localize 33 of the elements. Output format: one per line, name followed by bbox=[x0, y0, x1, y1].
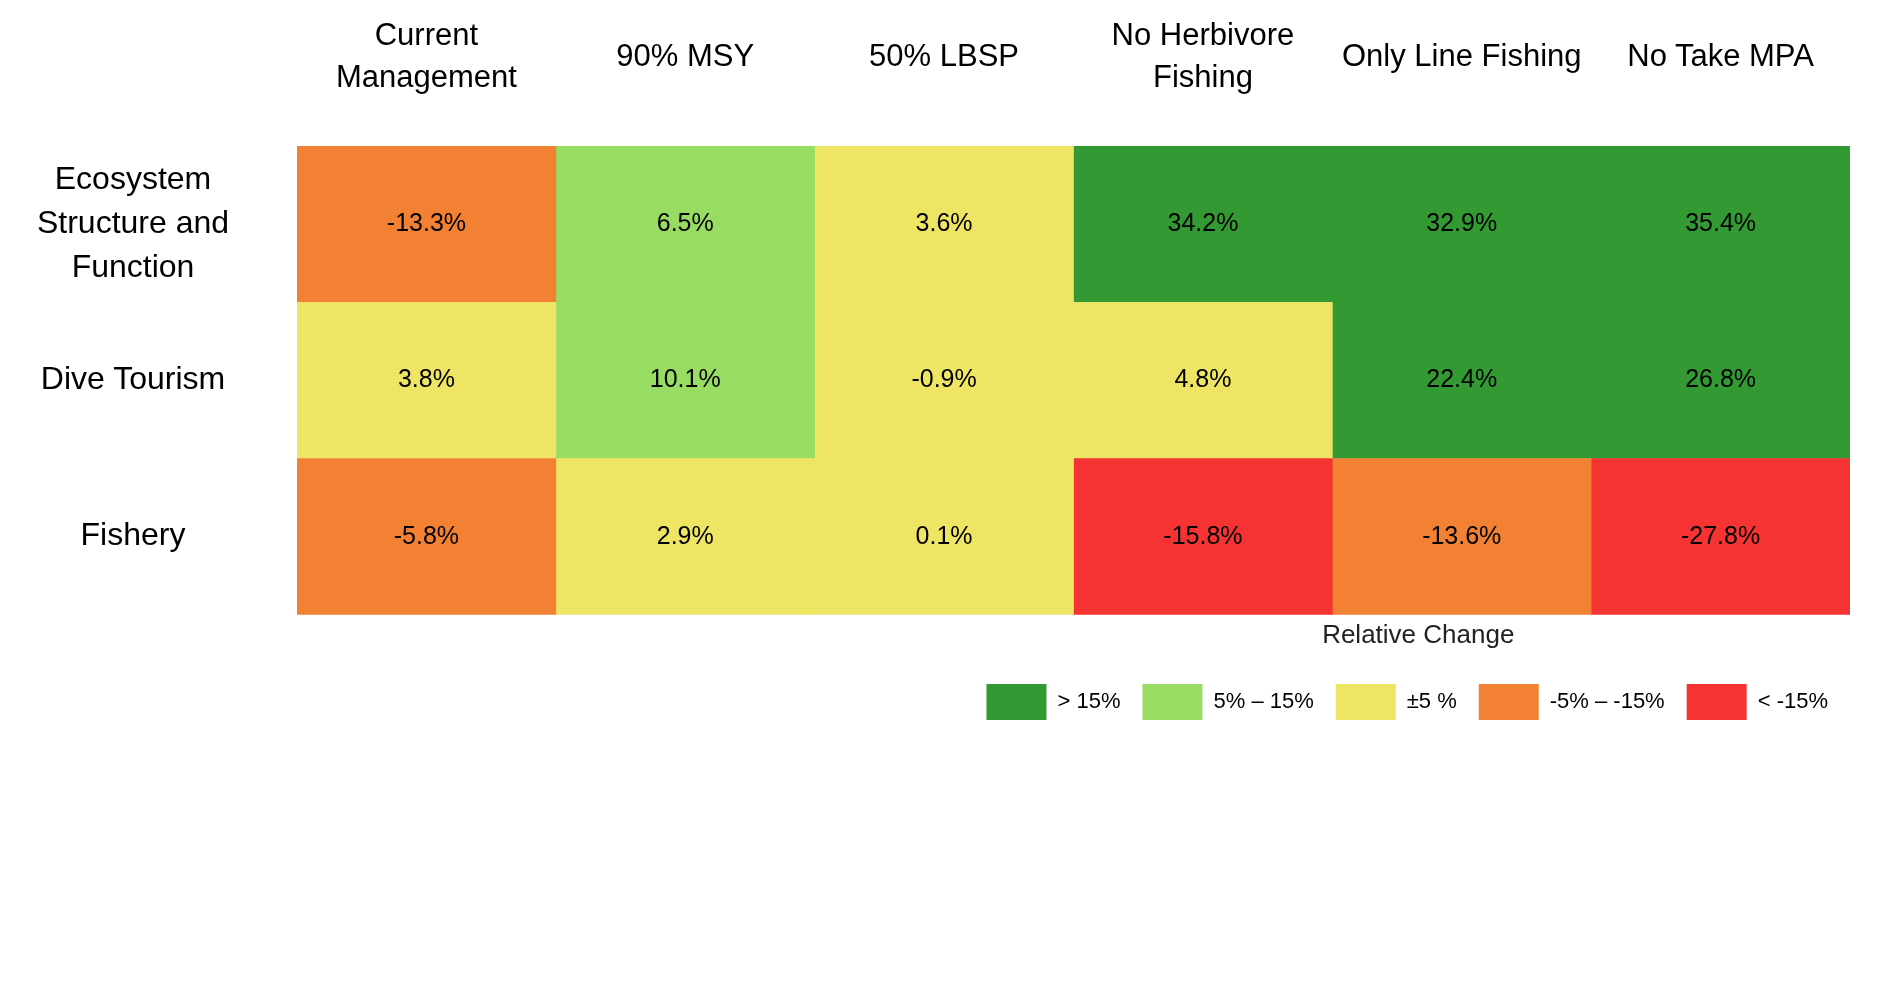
data-label: 4.8% bbox=[1174, 364, 1232, 393]
data-label: -13.3% bbox=[386, 208, 467, 237]
legend-label: < -15% bbox=[1757, 688, 1829, 714]
legend-label: > 15% bbox=[1057, 688, 1121, 714]
legend-label: -5% – -15% bbox=[1549, 688, 1665, 714]
legend-label: ±5 % bbox=[1406, 688, 1457, 714]
x-tick-label: 90% MSY bbox=[616, 37, 755, 73]
data-label: 3.6% bbox=[915, 208, 973, 237]
data-label: 35.4% bbox=[1685, 208, 1757, 237]
data-label: -13.6% bbox=[1422, 520, 1502, 549]
legend-label: 5% – 15% bbox=[1213, 688, 1314, 714]
data-label: 26.8% bbox=[1685, 364, 1757, 393]
data-label: 6.5% bbox=[656, 208, 714, 237]
data-label: 0.1% bbox=[915, 520, 973, 549]
data-label: 22.4% bbox=[1426, 364, 1498, 393]
data-label: 2.9% bbox=[656, 520, 714, 549]
y-tick-label: Fishery bbox=[80, 516, 186, 553]
x-tick-label: 50% LBSP bbox=[869, 37, 1020, 73]
data-label: -27.8% bbox=[1680, 520, 1761, 549]
y-tick-label: Ecosystem Structure and Function bbox=[36, 159, 230, 284]
data-label: -5.8% bbox=[393, 520, 460, 549]
x-tick-label: No Herbivore Fishing bbox=[1111, 16, 1295, 94]
legend-title: Relative Change bbox=[1322, 618, 1515, 649]
data-label: 34.2% bbox=[1167, 208, 1239, 237]
data-label: 3.8% bbox=[397, 364, 455, 393]
data-label: 10.1% bbox=[649, 364, 721, 393]
data-label: -0.9% bbox=[911, 364, 977, 393]
x-tick-label: Only Line Fishing bbox=[1341, 37, 1582, 73]
y-tick-label: Dive Tourism bbox=[40, 360, 226, 397]
x-tick-label: No Take MPA bbox=[1627, 37, 1815, 73]
data-label: -15.8% bbox=[1163, 520, 1243, 549]
data-label: 32.9% bbox=[1426, 208, 1498, 237]
x-tick-label: Current Management bbox=[335, 16, 518, 94]
